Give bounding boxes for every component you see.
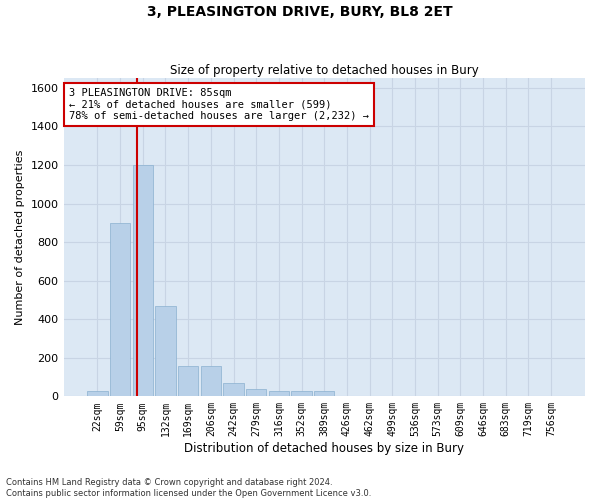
Bar <box>314 390 334 396</box>
Bar <box>246 388 266 396</box>
Title: Size of property relative to detached houses in Bury: Size of property relative to detached ho… <box>170 64 479 77</box>
Bar <box>178 366 199 396</box>
Y-axis label: Number of detached properties: Number of detached properties <box>15 150 25 325</box>
Bar <box>155 306 176 396</box>
X-axis label: Distribution of detached houses by size in Bury: Distribution of detached houses by size … <box>184 442 464 455</box>
Text: 3, PLEASINGTON DRIVE, BURY, BL8 2ET: 3, PLEASINGTON DRIVE, BURY, BL8 2ET <box>147 5 453 19</box>
Bar <box>200 366 221 396</box>
Bar <box>87 390 107 396</box>
Bar <box>269 390 289 396</box>
Text: 3 PLEASINGTON DRIVE: 85sqm
← 21% of detached houses are smaller (599)
78% of sem: 3 PLEASINGTON DRIVE: 85sqm ← 21% of deta… <box>69 88 369 121</box>
Text: Contains HM Land Registry data © Crown copyright and database right 2024.
Contai: Contains HM Land Registry data © Crown c… <box>6 478 371 498</box>
Bar <box>110 223 130 396</box>
Bar <box>292 390 312 396</box>
Bar <box>133 165 153 396</box>
Bar <box>223 383 244 396</box>
